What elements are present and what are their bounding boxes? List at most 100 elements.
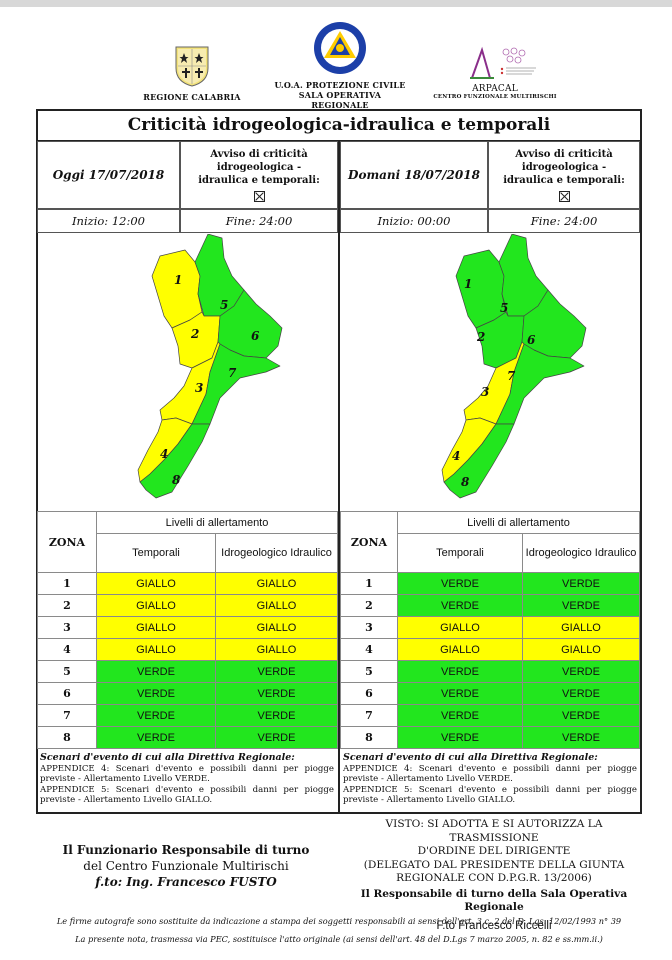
tomorrow-alert-row: 7 VERDE VERDE — [340, 704, 640, 727]
uoa-label: U.O.A. PROTEZIONE CIVILE — [274, 80, 406, 90]
regione-calabria-logo: REGIONE CALABRIA — [140, 44, 244, 102]
today-avviso-label: Avviso di criticità idrogeologica - idra… — [198, 149, 320, 186]
today-alert-table: ZONA Livelli di allertamento Temporali I… — [37, 511, 338, 749]
temporali-level: VERDE — [96, 726, 216, 749]
temporali-level: VERDE — [397, 704, 523, 727]
today-zone-label: 6 — [251, 329, 260, 343]
temporali-level: GIALLO — [96, 616, 216, 639]
temporali-level: VERDE — [397, 682, 523, 705]
idro-level: VERDE — [522, 704, 640, 727]
funzionario-title: Il Funzionario Responsabile di turno — [62, 843, 310, 857]
idro-level: VERDE — [522, 682, 640, 705]
today-zone-label: 1 — [174, 273, 182, 287]
today-scenario: Scenari d'evento di cui alla Direttiva R… — [40, 752, 334, 806]
today-zone-label: 7 — [228, 366, 237, 380]
tomorrow-zone-label: 8 — [461, 475, 470, 489]
regione-calabria-label: REGIONE CALABRIA — [143, 92, 241, 102]
tomorrow-alert-row: 5 VERDE VERDE — [340, 660, 640, 683]
today-alert-row: 3 GIALLO GIALLO — [37, 616, 338, 639]
tomorrow-date: Domani 18/07/2018 — [340, 141, 488, 209]
tomorrow-alert-row: 3 GIALLO GIALLO — [340, 616, 640, 639]
zone-number: 2 — [37, 594, 97, 617]
funzionario-name: f.to: Ing. Francesco FUSTO — [95, 875, 277, 889]
arpacal-logo: ARPACAL CENTRO FUNZIONALE MULTIRISCHI — [430, 46, 560, 101]
zona-header: ZONA — [340, 511, 398, 573]
funzionario-centro: del Centro Funzionale Multirischi — [83, 859, 289, 873]
temporali-level: VERDE — [96, 704, 216, 727]
zone-number: 6 — [37, 682, 97, 705]
tomorrow-avviso-checkbox-icon — [558, 191, 570, 202]
today-avviso-checkbox-icon — [253, 191, 265, 202]
tomorrow-alert-row: 6 VERDE VERDE — [340, 682, 640, 705]
zona-header: ZONA — [37, 511, 97, 573]
idro-level: VERDE — [522, 660, 640, 683]
today-alert-row: 2 GIALLO GIALLO — [37, 594, 338, 617]
funzionario-signature: Il Funzionario Responsabile di turno del… — [36, 842, 336, 890]
tomorrow-zone-label: 4 — [452, 449, 460, 463]
temporali-level: GIALLO — [397, 638, 523, 661]
tomorrow-alert-row: 4 GIALLO GIALLO — [340, 638, 640, 661]
today-calabria-map: 1 2 3 4 5 6 7 8 — [137, 234, 283, 499]
today-zone-7 — [191, 343, 281, 425]
legal-note-2: La presente nota, trasmessa via PEC, sos… — [75, 934, 603, 944]
zone-number: 3 — [37, 616, 97, 639]
tomorrow-calabria-map: 1 2 3 4 5 6 7 8 — [441, 234, 587, 499]
top-border — [0, 0, 672, 7]
responsabile-signature: VISTO: SI ADOTTA E SI AUTORIZZA LA TRASM… — [346, 818, 642, 933]
tomorrow-scenario: Scenari d'evento di cui alla Direttiva R… — [343, 752, 637, 806]
idro-level: GIALLO — [215, 594, 338, 617]
idro-level: VERDE — [215, 660, 338, 683]
tomorrow-fine: Fine: 24:00 — [488, 209, 640, 233]
col-temporali-header: Temporali — [96, 533, 216, 573]
scenario-appendice-4: APPENDICE 4: Scenari d'evento e possibil… — [343, 763, 637, 785]
idro-level: VERDE — [215, 682, 338, 705]
idro-level: GIALLO — [522, 616, 640, 639]
zone-number: 8 — [37, 726, 97, 749]
today-inizio: Inizio: 12:00 — [37, 209, 180, 233]
tomorrow-alert-row: 1 VERDE VERDE — [340, 572, 640, 595]
arpacal-emblem-icon — [470, 46, 536, 79]
zone-number: 2 — [340, 594, 398, 617]
temporali-level: VERDE — [96, 682, 216, 705]
scenario-appendice-4: APPENDICE 4: Scenari d'evento e possibil… — [40, 763, 334, 785]
zone-number: 5 — [340, 660, 398, 683]
today-alert-row: 5 VERDE VERDE — [37, 660, 338, 683]
today-alert-row: 7 VERDE VERDE — [37, 704, 338, 727]
today-alert-row: 4 GIALLO GIALLO — [37, 638, 338, 661]
zone-number: 7 — [37, 704, 97, 727]
calabria-coat-of-arms-icon — [175, 46, 209, 87]
zone-number: 8 — [340, 726, 398, 749]
temporali-level: VERDE — [397, 594, 523, 617]
idro-level: VERDE — [215, 704, 338, 727]
today-zone-label: 5 — [220, 298, 228, 312]
col-idro-header: Idrogeologico Idraulico — [522, 533, 640, 573]
zone-number: 3 — [340, 616, 398, 639]
zone-number: 4 — [37, 638, 97, 661]
idro-level: VERDE — [522, 726, 640, 749]
tomorrow-zone-label: 6 — [527, 333, 536, 347]
idro-level: VERDE — [522, 594, 640, 617]
legal-note-1: Le firme autografe sono sostituite da in… — [56, 916, 622, 926]
temporali-level: GIALLO — [397, 616, 523, 639]
visto-line: VISTO: SI ADOTTA E SI AUTORIZZA LA TRASM… — [385, 818, 603, 844]
tomorrow-zone-label: 2 — [476, 330, 485, 344]
scenario-appendice-5: APPENDICE 5: Scenari d'evento e possibil… — [40, 784, 334, 806]
scenario-title: Scenari d'evento di cui alla Direttiva R… — [40, 752, 295, 763]
idro-level: GIALLO — [215, 616, 338, 639]
protezione-civile-logo: U.O.A. PROTEZIONE CIVILE SALA OPERATIVA … — [270, 20, 410, 110]
levels-header: Livelli di allertamento — [397, 511, 640, 534]
zone-number: 6 — [340, 682, 398, 705]
zone-number: 7 — [340, 704, 398, 727]
zone-number: 1 — [340, 572, 398, 595]
protezione-civile-emblem-icon — [314, 22, 366, 74]
zone-number: 4 — [340, 638, 398, 661]
tomorrow-zone-8 — [443, 423, 515, 499]
today-zone-8 — [139, 423, 211, 499]
sala-operativa-label: SALA OPERATIVA REGIONALE — [298, 90, 382, 110]
tomorrow-alert-row: 2 VERDE VERDE — [340, 594, 640, 617]
temporali-level: VERDE — [96, 660, 216, 683]
today-alert-row: 8 VERDE VERDE — [37, 726, 338, 749]
today-fine: Fine: 24:00 — [180, 209, 338, 233]
tomorrow-zone-7 — [495, 343, 585, 425]
idro-level: VERDE — [215, 726, 338, 749]
